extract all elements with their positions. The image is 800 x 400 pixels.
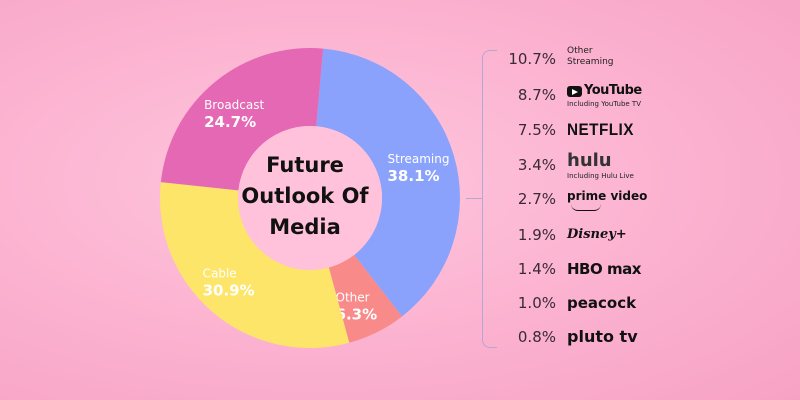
prime-video-logo: prime video	[567, 184, 677, 214]
peacock-logo: peacock	[567, 294, 637, 312]
youtube-logo: YouTube Including YouTube TV	[567, 83, 642, 108]
breakdown-row: 2.7% prime video	[500, 184, 680, 214]
youtube-play-icon	[567, 86, 582, 97]
breakdown-bracket	[482, 50, 497, 348]
breakdown-row: 1.9% Disney+	[500, 220, 680, 250]
slice-name-cable: Cable	[203, 267, 237, 281]
donut-slice-other	[328, 254, 403, 343]
breakdown-row: 7.5% NETFLIX	[500, 115, 680, 145]
chart-title: Future Outlook Of Media	[240, 150, 370, 243]
donut-slice-cable	[160, 182, 350, 348]
breakdown-value: 8.7%	[517, 86, 556, 104]
other-streaming-logo: Other Streaming	[567, 46, 614, 67]
breakdown-value: 2.7%	[517, 190, 556, 208]
hbo-max-logo: HBO max	[567, 260, 641, 278]
breakdown-value: 0.8%	[517, 328, 556, 346]
breakdown-value: 1.9%	[517, 226, 556, 244]
donut-hole	[238, 126, 382, 270]
breakdown-row: 10.7% Other Streaming	[500, 44, 680, 74]
title-line-2: Outlook Of	[241, 184, 369, 208]
breakdown-connector	[466, 198, 482, 199]
prime-smile-icon	[571, 204, 601, 211]
slice-value-broadcast: 24.7%	[204, 113, 256, 131]
breakdown-row: 8.7% YouTube Including YouTube TV	[500, 80, 680, 110]
slice-name-broadcast: Broadcast	[204, 98, 264, 112]
breakdown-value: 1.0%	[517, 294, 556, 312]
disney-plus-logo: Disney+	[567, 227, 627, 242]
breakdown-value: 1.4%	[517, 260, 556, 278]
breakdown-row: 1.4% HBO max	[500, 254, 680, 284]
breakdown-value: 3.4%	[517, 156, 556, 174]
slice-value-streaming: 38.1%	[388, 167, 440, 185]
pluto-tv-logo: pluto tv	[567, 327, 638, 346]
title-line-3: Media	[269, 215, 341, 239]
breakdown-value: 7.5%	[517, 121, 556, 139]
breakdown-row: 0.8% pluto tv	[500, 322, 680, 352]
donut-slice-broadcast	[160, 47, 324, 191]
slice-name-streaming: Streaming	[388, 152, 450, 166]
breakdown-row: 1.0% peacock	[500, 288, 680, 318]
donut-slice-streaming	[316, 48, 460, 317]
hulu-logo: hulu Including Hulu Live	[567, 150, 634, 180]
slice-value-cable: 30.9%	[203, 282, 255, 300]
netflix-logo: NETFLIX	[567, 120, 634, 139]
breakdown-row: 3.4% hulu Including Hulu Live	[500, 150, 680, 180]
slice-value-other: 6.3%	[336, 305, 378, 323]
slice-name-other: Other	[336, 290, 370, 304]
breakdown-value: 10.7%	[508, 50, 556, 68]
title-line-1: Future	[266, 153, 344, 177]
